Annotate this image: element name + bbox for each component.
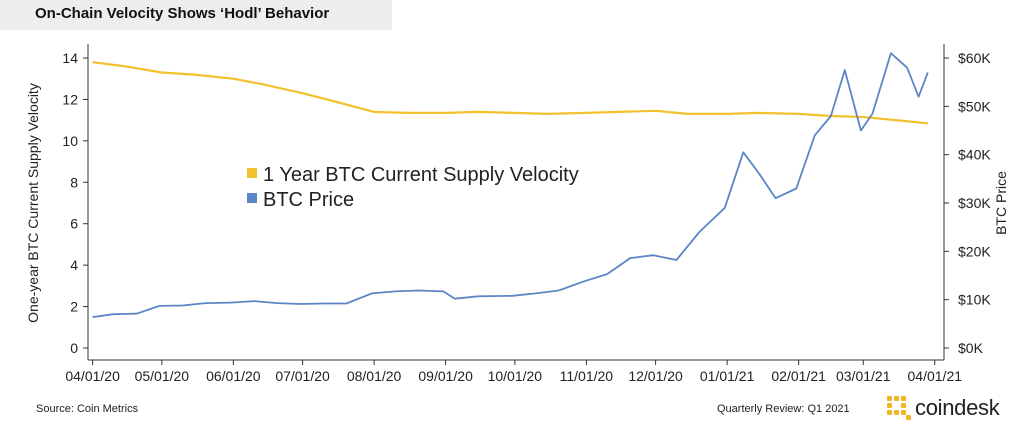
x-tick-label: 02/01/21 xyxy=(771,368,826,384)
chart-title: On-Chain Velocity Shows ‘Hodl’ Behavior xyxy=(35,5,330,22)
legend-swatch-price xyxy=(247,193,257,203)
x-tick-label: 07/01/20 xyxy=(275,368,330,384)
y-tick-label-right: $40K xyxy=(958,147,991,163)
y-tick-label-right: $60K xyxy=(958,50,991,66)
y-tick-label-right: $10K xyxy=(958,292,991,308)
x-tick-label: 04/01/20 xyxy=(65,368,120,384)
y-tick-label-right: $30K xyxy=(958,195,991,211)
title-bar: On-Chain Velocity Shows ‘Hodl’ Behavior xyxy=(0,0,392,30)
y-tick-label-left: 6 xyxy=(70,216,78,232)
x-tick-label: 08/01/20 xyxy=(347,368,402,384)
legend-label-velocity: 1 Year BTC Current Supply Velocity xyxy=(263,164,579,186)
x-tick-label: 12/01/20 xyxy=(628,368,683,384)
y-tick-label-right: $50K xyxy=(958,98,991,114)
x-tick-label: 01/01/21 xyxy=(700,368,755,384)
y-tick-label-left: 8 xyxy=(70,174,78,190)
source-note: Source: Coin Metrics xyxy=(36,403,139,415)
y-tick-label-left: 12 xyxy=(62,91,78,107)
x-tick-label: 10/01/20 xyxy=(488,368,543,384)
y-tick-label-left: 10 xyxy=(62,133,78,149)
velocity-series-line xyxy=(92,61,928,125)
x-tick-label: 11/01/20 xyxy=(560,368,614,384)
y-tick-label-right: $20K xyxy=(958,243,991,259)
price-series-line xyxy=(92,52,929,318)
y-tick-label-right: $0K xyxy=(958,340,984,356)
chart-svg: 0 2 4 6 8 10 12 14 $0K $10K $20K $30K $40K $50K $60K 04… xyxy=(25,44,1009,384)
coindesk-logo: coindesk xyxy=(887,395,1000,421)
y-tick-label-left: 0 xyxy=(70,340,78,356)
y-tick-label-left: 2 xyxy=(70,299,78,315)
x-tick-label: 03/01/21 xyxy=(836,368,891,384)
x-tick-label: 09/01/20 xyxy=(418,368,473,384)
y-axis-title-left: One-year BTC Current Supply Velocity xyxy=(25,83,41,323)
legend-label-price: BTC Price xyxy=(263,189,354,211)
x-tick-label: 05/01/20 xyxy=(135,368,190,384)
y-tick-label-left: 4 xyxy=(70,257,78,273)
y-axis-title-right: BTC Price xyxy=(993,171,1009,235)
logo-mark-icon xyxy=(887,396,911,420)
y-tick-label-left: 14 xyxy=(62,50,78,66)
logo-text: coindesk xyxy=(915,395,1000,420)
legend-swatch-velocity xyxy=(247,168,257,178)
x-tick-label: 04/01/21 xyxy=(908,368,963,384)
review-note: Quarterly Review: Q1 2021 xyxy=(717,403,850,415)
x-tick-label: 06/01/20 xyxy=(206,368,261,384)
